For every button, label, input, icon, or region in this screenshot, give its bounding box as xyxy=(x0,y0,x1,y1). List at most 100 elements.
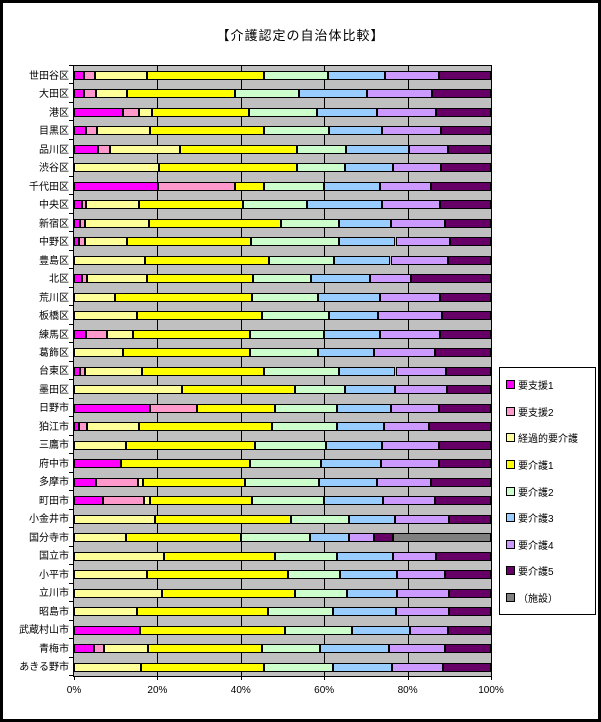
bar-segment-要介護4 xyxy=(382,440,439,450)
bar-segment-要介護5 xyxy=(448,144,491,154)
bar-segment-要介護2 xyxy=(291,514,349,524)
y-axis-label: 昭島市 xyxy=(39,606,69,618)
legend-item: （施設） xyxy=(506,590,593,605)
bar-segment-要介護3 xyxy=(325,440,383,450)
legend-label: 要支援2 xyxy=(518,407,554,419)
bar-segment-要介護1 xyxy=(126,440,256,450)
bar-segment-経過的要介護 xyxy=(74,292,116,302)
legend-item: 要介護5 xyxy=(506,563,593,578)
bar-segment-要介護5 xyxy=(432,89,491,99)
bar-segment-要介護1 xyxy=(234,181,264,191)
bar-segment-要介護1 xyxy=(120,459,251,469)
y-axis-label: 小平市 xyxy=(39,569,69,581)
bar-segment-要介護2 xyxy=(294,588,348,598)
bar-row xyxy=(74,385,491,395)
y-axis-label: 多摩市 xyxy=(39,477,69,489)
x-axis-tick xyxy=(74,676,75,680)
chart-title: 【介護認定の自治体比較】 xyxy=(216,28,385,43)
bar-segment-要介護2 xyxy=(274,551,337,561)
y-axis-tick xyxy=(69,120,73,122)
bar-segment-要介護3 xyxy=(337,422,384,432)
bar-segment-要介護3 xyxy=(340,570,398,580)
bar-row xyxy=(74,477,491,487)
y-axis-label: 渋谷区 xyxy=(39,163,69,175)
x-axis-label: 20% xyxy=(147,685,168,696)
bar-segment-要介護3 xyxy=(299,89,368,99)
bar-row xyxy=(74,237,491,247)
bar-segment-要支援2 xyxy=(157,181,235,191)
x-axis-label: 100% xyxy=(478,685,504,696)
bar-row xyxy=(74,662,491,672)
bar-segment-要支援2 xyxy=(83,89,97,99)
bar-segment-要介護1 xyxy=(127,89,235,99)
bar-segment-要支援2 xyxy=(79,218,85,228)
x-axis-tick xyxy=(240,676,242,680)
bar-segment-要支援1 xyxy=(74,496,103,506)
bar-segment-要介護5 xyxy=(430,181,491,191)
bar-segment-要介護3 xyxy=(328,311,378,321)
bar-row xyxy=(74,588,491,598)
legend-swatch-icon xyxy=(506,566,515,576)
bar-row xyxy=(74,89,491,99)
y-axis-label: 荒川区 xyxy=(39,292,69,304)
bar-segment-要介護3 xyxy=(344,385,395,395)
y-axis-tick xyxy=(69,175,73,177)
bar-segment-要介護4 xyxy=(397,570,446,580)
bar-segment-要介護4 xyxy=(377,477,431,487)
legend: 要支援1 要支援2 経過的要介護 要介護1 要介護2 要介護3 要介護4 要介護5 （施設） xyxy=(499,367,596,615)
y-axis-label: 府中市 xyxy=(39,458,69,470)
bar-segment-経過的要介護 xyxy=(84,366,142,376)
bar-segment-要介護5 xyxy=(436,551,491,561)
y-axis-tick xyxy=(69,434,73,436)
y-axis-label: 新宿区 xyxy=(39,218,69,230)
bar-segment-要介護2 xyxy=(268,255,334,265)
bar-segment-要支援1 xyxy=(74,644,95,654)
bar-segment-要介護5 xyxy=(438,440,491,450)
bar-segment-要介護3 xyxy=(323,329,381,339)
bar-segment-要支援1 xyxy=(74,422,79,432)
bar-row xyxy=(74,625,491,635)
y-axis-label: 狛江市 xyxy=(39,421,69,433)
y-axis-label: 日野市 xyxy=(39,403,69,415)
y-axis-label: 大田区 xyxy=(39,89,69,101)
bar-segment-要支援2 xyxy=(98,144,110,154)
y-axis-tick xyxy=(69,471,73,473)
y-axis-tick xyxy=(69,619,73,621)
bar-segment-要介護3 xyxy=(338,366,396,376)
x-axis-tick xyxy=(407,676,409,680)
bar-segment-要支援1 xyxy=(74,274,82,284)
bar-segment-要介護3 xyxy=(332,662,393,672)
bar-segment-要介護5 xyxy=(445,366,491,376)
bar-segment-要介護5 xyxy=(438,403,491,413)
bar-segment-経過的要介護 xyxy=(74,385,182,395)
bar-segment-経過的要介護 xyxy=(96,89,128,99)
bar-segment-要介護2 xyxy=(250,329,324,339)
bar-segment-要介護1 xyxy=(146,274,253,284)
y-axis-tick xyxy=(69,416,73,418)
bar-segment-要介護4 xyxy=(395,237,450,247)
bar-segment-要介護2 xyxy=(250,348,318,358)
bar-segment-要介護3 xyxy=(336,551,393,561)
bar-segment-要介護1 xyxy=(148,218,282,228)
legend-swatch-icon xyxy=(506,486,515,496)
bar-segment-要介護2 xyxy=(242,200,308,210)
bar-row xyxy=(74,200,491,210)
bar-segment-要介護5 xyxy=(430,477,491,487)
bar-segment-要介護3 xyxy=(321,459,382,469)
bar-segment-要介護2 xyxy=(284,625,353,635)
legend-swatch-icon xyxy=(506,459,515,469)
bar-segment-要介護5 xyxy=(435,107,491,117)
bar-segment-要介護2 xyxy=(262,311,329,321)
bar-segment-経過的要介護 xyxy=(84,218,149,228)
bar-segment-要支援1 xyxy=(74,403,150,413)
legend-label: （施設） xyxy=(518,594,558,605)
bar-segment-要介護2 xyxy=(263,662,333,672)
legend-label: 要介護4 xyxy=(518,540,554,552)
bar-segment-要介護4 xyxy=(382,496,436,506)
bar-segment-要介護5 xyxy=(410,274,491,284)
bar-segment-要介護4 xyxy=(395,607,449,617)
bar-segment-要介護2 xyxy=(234,89,300,99)
y-axis-tick xyxy=(69,138,73,140)
bar-segment-経過的要介護 xyxy=(86,422,140,432)
bar-segment-要介護5 xyxy=(446,385,491,395)
